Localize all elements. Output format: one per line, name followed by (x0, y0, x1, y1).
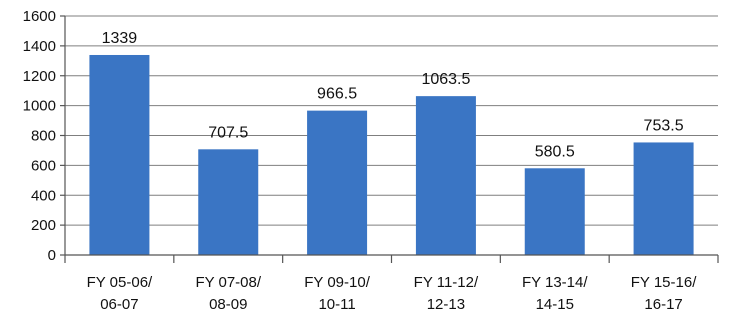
data-label: 580.5 (535, 143, 575, 160)
y-tick-label: 600 (31, 157, 56, 174)
x-tick-label-line: FY 07-08/ (195, 274, 261, 291)
data-label: 1339 (102, 30, 138, 47)
bar (633, 142, 694, 255)
x-tick-label-line: 12-13 (427, 296, 465, 313)
y-tick-label: 1200 (23, 68, 56, 85)
data-label: 753.5 (644, 117, 684, 134)
y-tick-label: 1600 (23, 8, 56, 25)
data-label: 1063.5 (421, 71, 470, 88)
y-tick-label: 1400 (23, 38, 56, 55)
bar (524, 168, 585, 255)
y-tick-label: 1000 (23, 98, 56, 115)
x-tick-label-line: FY 09-10/ (304, 274, 370, 291)
y-axis-ticks: 0 200 400 600 800 1000 1200 1400 1600 (23, 8, 65, 264)
x-tick-label: FY 09-10/10-11 (304, 274, 370, 313)
y-tick-label: 800 (31, 128, 56, 145)
bar (89, 54, 150, 255)
x-axis-ticks: FY 05-06/06-07 FY 07-08/08-09 FY 09-10/10-… (64, 255, 719, 313)
x-tick-label-line: FY 15-16/ (631, 274, 697, 291)
gridlines (65, 15, 718, 226)
y-tick-label: 0 (48, 247, 56, 264)
x-tick-label: FY 13-14/14-15 (522, 274, 588, 313)
data-label: 707.5 (208, 124, 248, 141)
x-tick-label: FY 15-16/16-17 (631, 274, 697, 313)
data-labels: 1339 707.5 966.5 1063.5 580.5 753.5 (102, 30, 684, 160)
bar (415, 96, 476, 256)
bars (89, 54, 694, 256)
x-tick-label-line: 16-17 (644, 296, 682, 313)
x-tick-label-line: 08-09 (209, 296, 247, 313)
x-tick-label: FY 11-12/12-13 (414, 274, 479, 313)
x-tick-label: FY 05-06/06-07 (87, 274, 153, 313)
y-tick-label: 400 (31, 187, 56, 204)
x-tick-label-line: 14-15 (536, 296, 574, 313)
y-tick-label: 200 (31, 217, 56, 234)
x-tick-label-line: FY 11-12/ (414, 274, 479, 291)
bar (307, 110, 368, 255)
x-tick-label-line: FY 05-06/ (87, 274, 153, 291)
axes (64, 16, 718, 256)
x-tick-label: FY 07-08/08-09 (195, 274, 261, 313)
bar (198, 149, 259, 255)
x-tick-label-line: 10-11 (318, 296, 355, 313)
x-tick-label-line: FY 13-14/ (522, 274, 588, 291)
data-label: 966.5 (317, 86, 357, 103)
x-tick-label-line: 06-07 (100, 296, 138, 313)
